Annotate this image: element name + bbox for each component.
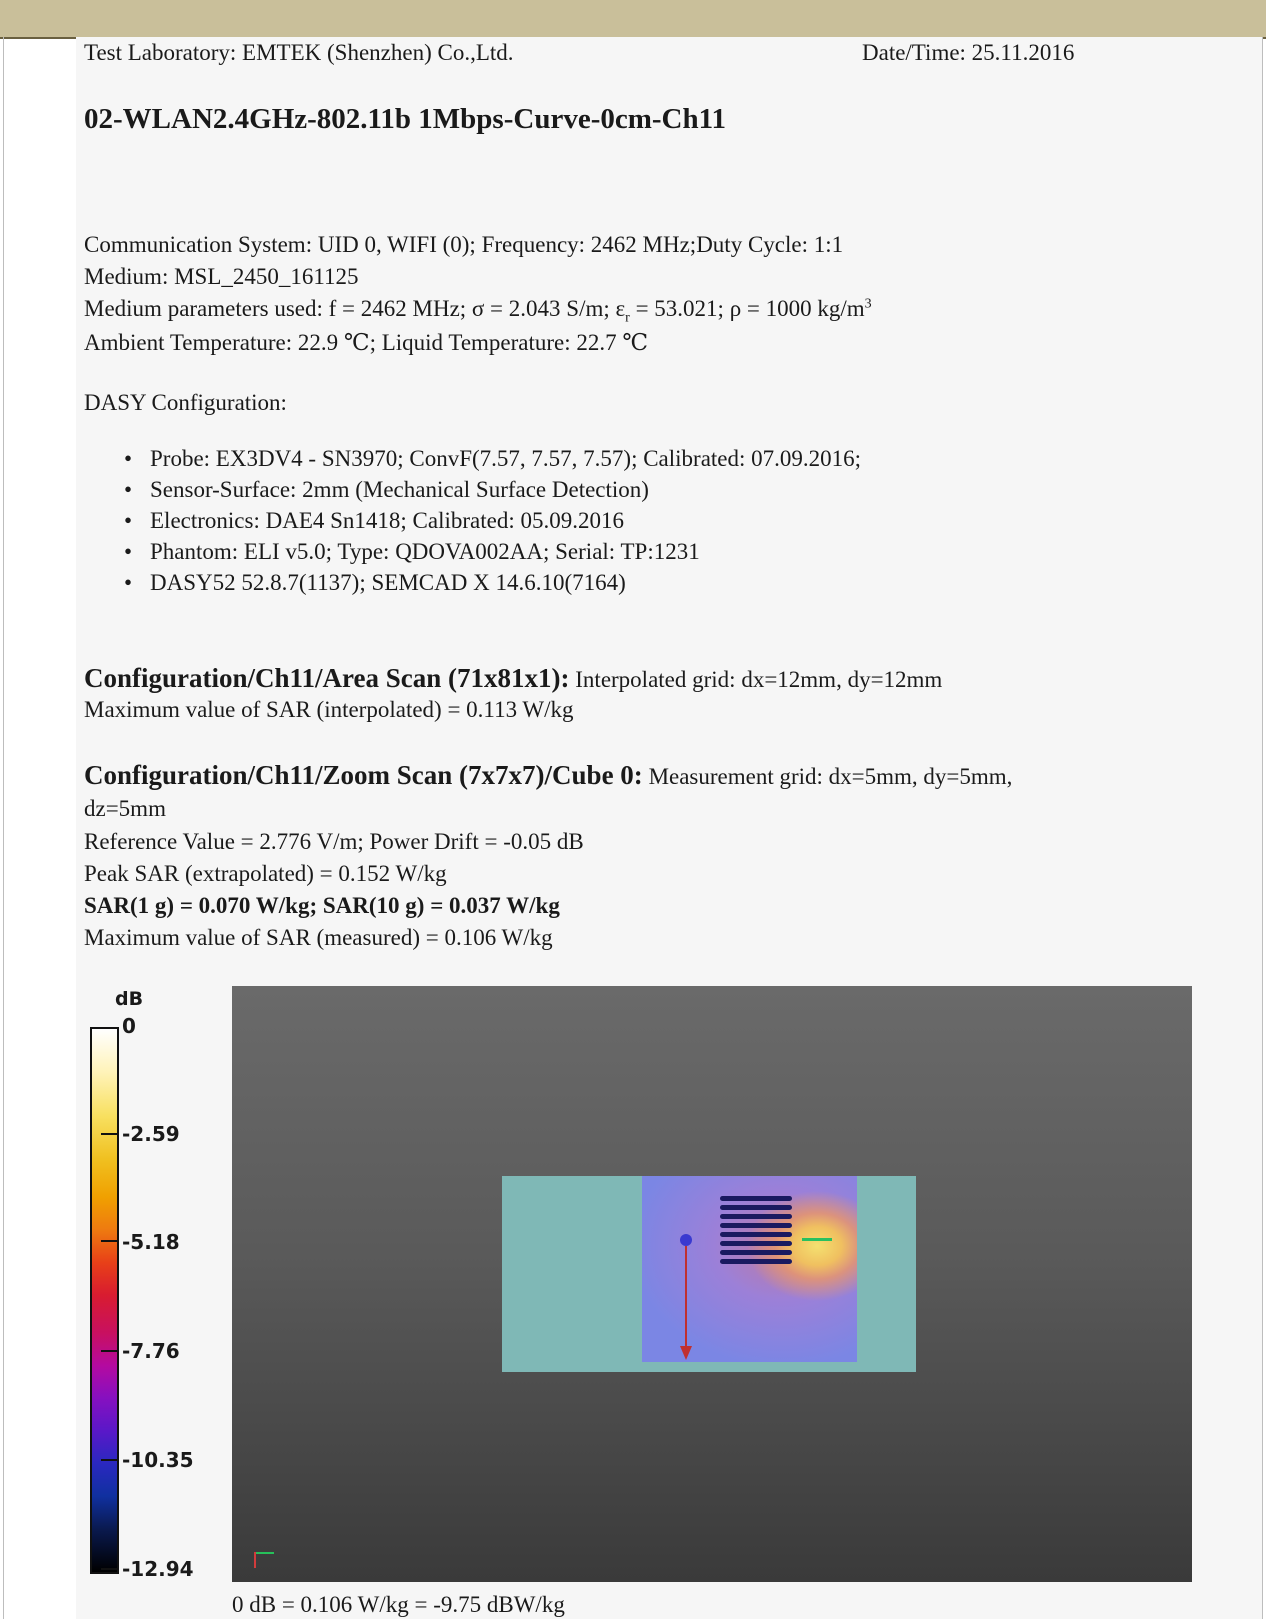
zoom-scan-heading-line: Configuration/Ch11/Zoom Scan (7x7x7)/Cub… [84,760,1012,791]
report-title: 02-WLAN2.4GHz-802.11b 1Mbps-Curve-0cm-Ch… [84,103,727,135]
bullet-icon: • [124,477,133,502]
page-border-right [1262,37,1263,1619]
dasy-item: • Probe: EX3DV4 - SN3970; ConvF(7.57, 7.5… [124,446,861,472]
temperatures: Ambient Temperature: 22.9 ℃; Liquid Temp… [84,330,649,355]
area-scan-heading-line: Configuration/Ch11/Area Scan (71x81x1): … [84,663,942,694]
communication-system: Communication System: UID 0, WIFI (0); F… [84,232,844,257]
medium-parameters-b: = 53.021; ρ = 1000 kg/m [629,296,865,321]
axis-x-icon [254,1552,274,1554]
zoom-scan-grid-dz: dz=5mm [84,796,166,821]
colorbar-unit: dB [115,988,144,1010]
dasy-item-text: Electronics: DAE4 Sn1418; Calibrated: 05… [150,508,624,533]
cubic-superscript: 3 [864,296,872,312]
area-scan-max: Maximum value of SAR (interpolated) = 0.… [84,697,574,722]
colorbar-tick-label: -2.59 [122,1122,180,1146]
peak-sar: Peak SAR (extrapolated) = 0.152 W/kg [84,861,447,886]
dasy-item-text: Sensor-Surface: 2mm (Mechanical Surface … [150,477,649,502]
colorbar-tick-label: 0 [122,1014,136,1038]
dasy-item: • Phantom: ELI v5.0; Type: QDOVA002AA; Se… [124,539,700,565]
epsilon-subscript: r [625,310,630,326]
sar-distribution-map [642,1176,857,1362]
colorbar-tick-label: -7.76 [122,1339,180,1363]
page-border-left [3,37,4,1619]
zoom-scan-heading: Configuration/Ch11/Zoom Scan (7x7x7)/Cub… [84,760,643,790]
colorbar-tick-label: -10.35 [122,1448,194,1472]
zoom-scan-grid: Measurement grid: dx=5mm, dy=5mm, [642,764,1013,789]
dasy-heading: DASY Configuration: [84,390,287,415]
bullet-icon: • [124,446,133,471]
sar-3d-view [232,986,1192,1582]
dasy-item: • DASY52 52.8.7(1137); SEMCAD X 14.6.10(7… [124,570,626,596]
probe-marker [680,1234,692,1246]
colorbar [90,1027,119,1574]
probe-arrow-icon [680,1346,692,1360]
colorbar-tick-label: -5.18 [122,1230,180,1254]
report-date: Date/Time: 25.11.2016 [862,40,1075,65]
area-scan-heading: Configuration/Ch11/Area Scan (71x81x1): [84,663,570,693]
bullet-icon: • [124,508,133,533]
reference-level-note: 0 dB = 0.106 W/kg = -9.75 dBW/kg [232,1592,565,1617]
lab-name: Test Laboratory: EMTEK (Shenzhen) Co.,Lt… [84,40,514,65]
colorbar-tick [101,1459,117,1461]
reference-value: Reference Value = 2.776 V/m; Power Drift… [84,829,584,854]
colorbar-tick [101,1568,117,1570]
area-scan-grid: Interpolated grid: dx=12mm, dy=12mm [569,667,943,692]
probe-axis [685,1246,687,1356]
dasy-item: • Sensor-Surface: 2mm (Mechanical Surface… [124,477,649,503]
device-antenna-icon [720,1196,792,1268]
colorbar-tick [101,1350,117,1352]
top-banner [0,0,1266,39]
medium-parameters-a: Medium parameters used: f = 2462 MHz; σ … [84,296,626,321]
bullet-icon: • [124,539,133,564]
direction-arrow-icon [802,1238,832,1241]
colorbar-tick [101,1240,117,1242]
dasy-item-text: DASY52 52.8.7(1137); SEMCAD X 14.6.10(71… [150,570,626,595]
measured-max-sar: Maximum value of SAR (measured) = 0.106 … [84,925,553,950]
colorbar-tick [101,1133,117,1135]
sar-result: SAR(1 g) = 0.070 W/kg; SAR(10 g) = 0.037… [84,893,560,918]
dasy-item-text: Phantom: ELI v5.0; Type: QDOVA002AA; Ser… [150,539,700,564]
medium-parameters: Medium parameters used: f = 2462 MHz; σ … [84,296,872,327]
colorbar-tick [101,1027,117,1029]
dasy-item-text: Probe: EX3DV4 - SN3970; ConvF(7.57, 7.57… [150,446,862,471]
axis-y-icon [254,1552,256,1568]
dasy-item: • Electronics: DAE4 Sn1418; Calibrated: 0… [124,508,624,534]
medium: Medium: MSL_2450_161125 [84,264,359,289]
colorbar-tick-label: -12.94 [122,1557,194,1581]
bullet-icon: • [124,570,133,595]
